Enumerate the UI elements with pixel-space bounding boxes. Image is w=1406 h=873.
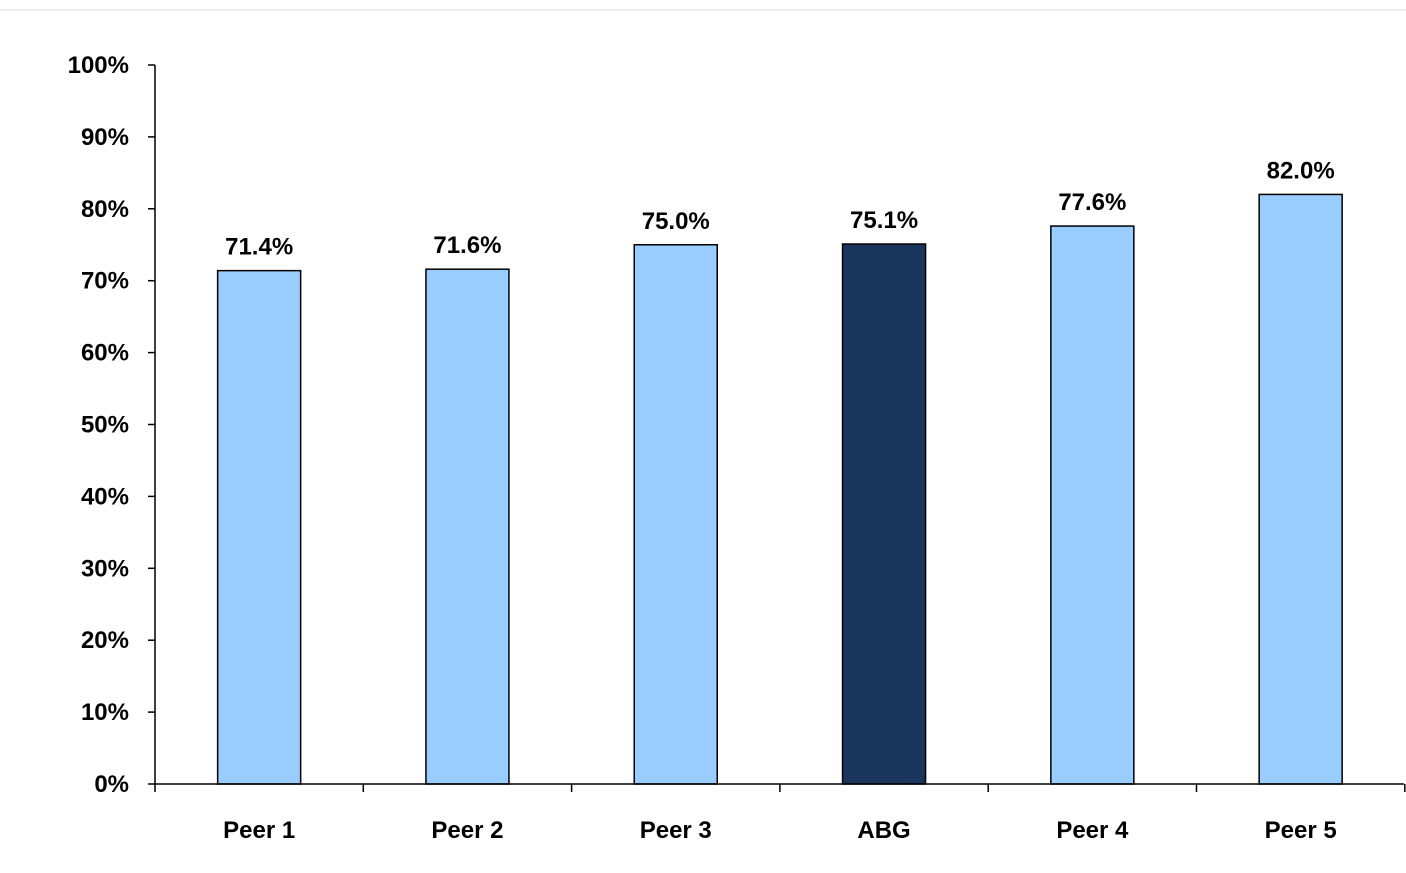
x-axis-ticks: Peer 1 Peer 2 Peer 3 ABG Peer 4 Peer 5 — [154, 784, 1406, 844]
bar-value-label: 71.6% — [433, 232, 501, 259]
bar-highlight — [841, 243, 927, 785]
y-tick-label: 50% — [81, 412, 129, 439]
x-category-label: Peer 1 — [223, 817, 295, 844]
x-category-label: Peer 3 — [640, 817, 712, 844]
y-tick-label: 20% — [81, 627, 129, 654]
bar-value-label: 77.6% — [1058, 189, 1126, 216]
y-tick-label: 10% — [81, 699, 129, 726]
y-axis-ticks: 0% 10% 20% 30% 40% 50% 60% 70% 80% 90% 100% — [68, 52, 155, 798]
y-tick-label: 70% — [81, 268, 129, 295]
bar — [1258, 193, 1343, 785]
y-tick-label: 80% — [81, 196, 129, 223]
bar — [425, 268, 510, 785]
x-category-label: Peer 4 — [1056, 817, 1129, 844]
y-tick-label: 0% — [94, 771, 129, 798]
bar — [1050, 225, 1135, 785]
y-tick-label: 60% — [81, 340, 129, 367]
x-category-label: Peer 5 — [1265, 817, 1337, 844]
bar-value-label: 82.0% — [1267, 157, 1335, 184]
bar — [216, 269, 302, 785]
x-category-label: ABG — [857, 817, 910, 844]
bar-value-label: 75.0% — [642, 208, 710, 235]
bar — [633, 244, 718, 785]
x-category-label: Peer 2 — [431, 817, 503, 844]
bar-value-label: 71.4% — [225, 234, 293, 261]
bars: 71.4% 71.6% 75.0% 75.1% 77.6% 82.0% — [216, 157, 1343, 785]
bar-value-label: 75.1% — [850, 207, 918, 234]
y-tick-label: 40% — [81, 483, 129, 510]
y-tick-label: 30% — [81, 555, 129, 582]
y-tick-label: 90% — [81, 124, 129, 151]
y-tick-label: 100% — [68, 52, 129, 79]
